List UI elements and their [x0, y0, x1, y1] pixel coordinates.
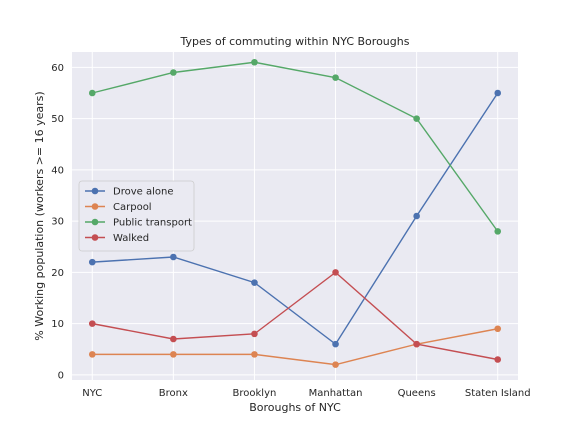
y-tick-labels: 0 10 20 30 40 50 60 [51, 63, 64, 382]
data-point [251, 279, 258, 286]
legend-label: Public transport [113, 218, 192, 229]
legend-label: Walked [113, 233, 149, 244]
series-public-transport [88, 58, 502, 235]
data-point [170, 253, 177, 261]
y-tick-label: 30 [51, 217, 64, 228]
x-tick-label: Brooklyn [233, 388, 277, 399]
data-point [251, 330, 258, 338]
data-point [332, 269, 339, 276]
y-tick-label: 10 [51, 319, 64, 330]
data-point [413, 115, 420, 122]
x-tick-labels: NYC Bronx Brooklyn Manhattan Queens Staten Is… [82, 388, 530, 399]
y-tick-label: 0 [58, 370, 64, 381]
legend-swatch-marker [91, 218, 99, 226]
x-tick-label: Manhattan [309, 388, 363, 399]
data-point [88, 258, 96, 266]
series-carpool [88, 325, 502, 368]
y-tick-label: 40 [51, 165, 64, 176]
data-point [170, 335, 177, 343]
y-tick-label: 50 [51, 114, 64, 125]
series-drove-alone [88, 89, 502, 348]
x-axis-title: Boroughs of NYC [249, 401, 341, 414]
legend-item: Drove alone [85, 187, 173, 198]
legend-item: Public transport [85, 218, 192, 229]
data-point [88, 351, 96, 358]
data-point [494, 89, 502, 97]
data-point [251, 58, 258, 66]
data-point [494, 325, 502, 333]
legend-swatch-marker [91, 234, 99, 241]
data-point [332, 361, 339, 368]
data-point [494, 356, 502, 363]
data-point [170, 69, 177, 76]
chart-title: Types of commuting within NYC Boroughs [180, 35, 410, 48]
data-point [170, 351, 177, 358]
legend-item: Walked [85, 233, 149, 244]
data-point [413, 340, 420, 348]
legend-label: Carpool [113, 202, 152, 213]
legend-item: Carpool [85, 202, 152, 213]
series-line [92, 271, 498, 361]
legend-box [78, 180, 195, 252]
legend: Drove alone Carpool Public transport Walked [78, 180, 195, 252]
x-tick-label: Queens [398, 388, 436, 399]
data-point [88, 89, 96, 97]
legend-label: Drove alone [113, 187, 173, 198]
data-point [88, 320, 96, 327]
data-point [332, 340, 339, 348]
gridlines [72, 52, 518, 380]
x-tick-label: Staten Island [465, 388, 531, 399]
data-point [332, 74, 339, 81]
data-point [251, 351, 258, 358]
data-point [413, 212, 420, 220]
series-line [92, 328, 498, 366]
x-tick-label: NYC [82, 388, 102, 399]
y-axis-title: % Working population (workers >= 16 year… [33, 91, 46, 340]
series-line [92, 92, 499, 346]
data-point [494, 228, 502, 235]
y-tick-label: 20 [51, 268, 64, 279]
series-line [92, 61, 499, 232]
y-tick-label: 60 [51, 63, 64, 74]
legend-swatch-marker [91, 187, 99, 195]
x-tick-label: Bronx [159, 388, 188, 399]
legend-swatch-marker [91, 203, 99, 210]
series-walked [88, 269, 502, 363]
series-layer [88, 58, 502, 368]
